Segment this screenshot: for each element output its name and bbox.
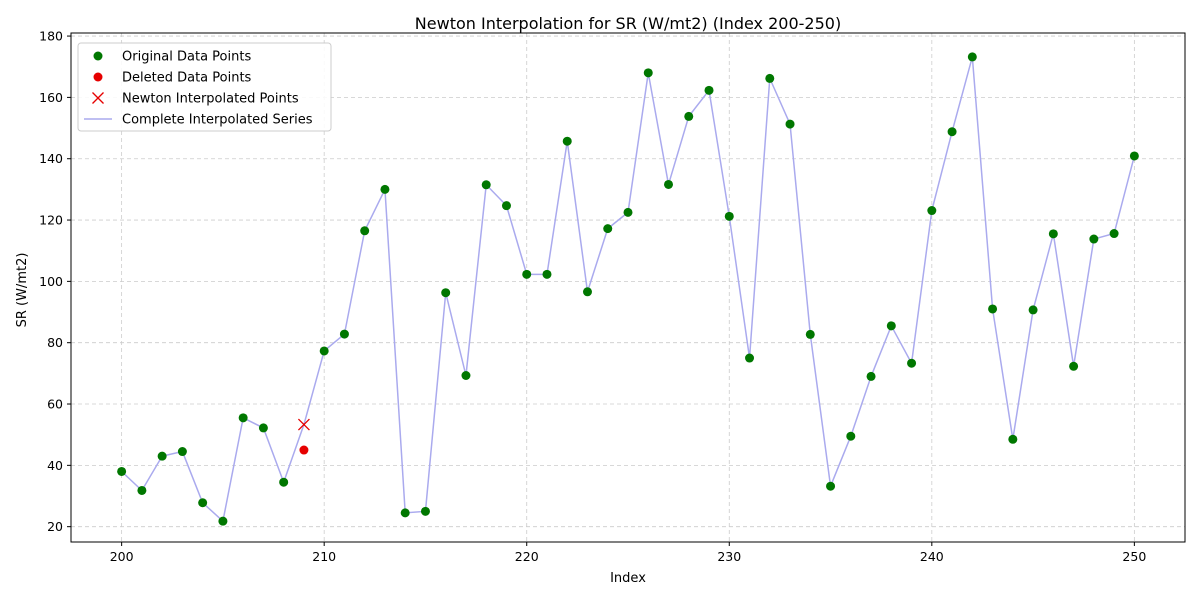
data-point-original (826, 481, 836, 491)
x-tick-label: 210 (312, 549, 336, 564)
data-point-original (947, 127, 957, 137)
data-point-original (1008, 434, 1018, 444)
data-point-original (866, 371, 876, 381)
data-point-original (177, 447, 187, 457)
data-point-original (745, 353, 755, 363)
data-point-original (664, 179, 674, 189)
x-tick-label: 230 (717, 549, 741, 564)
y-axis-label: SR (W/mt2) (15, 253, 30, 328)
legend-entry: Original Data Points (122, 50, 251, 65)
data-point-original (1109, 229, 1119, 239)
data-point-original (805, 329, 815, 339)
data-point-original (724, 211, 734, 221)
data-point-original (684, 111, 694, 121)
data-point-original (623, 207, 633, 217)
data-point-original (603, 224, 613, 234)
data-point-original (441, 288, 451, 298)
data-point-original (1089, 234, 1099, 244)
data-point-original (582, 287, 592, 297)
data-point-original (522, 269, 532, 279)
y-tick-label: 160 (39, 90, 63, 105)
data-point-original (481, 180, 491, 190)
data-point-deleted (299, 445, 309, 455)
data-point-original (785, 119, 795, 129)
x-marker-stroke (92, 92, 104, 104)
y-tick-label: 80 (47, 335, 63, 350)
data-point-original (258, 423, 268, 433)
data-point-original (643, 68, 653, 78)
data-point-original (380, 184, 390, 194)
data-point-original (157, 451, 167, 461)
data-point-original (461, 371, 471, 381)
legend-marker (92, 92, 104, 104)
y-tick-label: 100 (39, 274, 63, 289)
data-point-original (988, 304, 998, 314)
data-point-original (704, 85, 714, 95)
data-point-original (400, 508, 410, 518)
axis-ticks: 200 210 220 230 240 250 20 40 60 80 100 120 140 160 18… (39, 29, 1146, 564)
marker-layer (117, 52, 1139, 526)
data-point-original (1028, 305, 1038, 315)
data-point-original (319, 346, 329, 356)
y-tick-label: 140 (39, 151, 63, 166)
y-tick-label: 60 (47, 397, 63, 412)
data-point-original (1129, 151, 1139, 161)
data-point-original (562, 136, 572, 146)
x-axis-label: Index (610, 571, 646, 586)
data-point-original (420, 506, 430, 516)
data-point-original (907, 358, 917, 368)
data-point-original (1069, 361, 1079, 371)
data-point-original (117, 466, 127, 476)
legend-entry: Complete Interpolated Series (122, 113, 313, 128)
grid (71, 33, 1185, 542)
x-tick-label: 220 (515, 549, 539, 564)
data-point-original (967, 52, 977, 62)
data-point-original (1048, 229, 1058, 239)
data-point-original (360, 226, 370, 236)
data-point-original (339, 329, 349, 339)
y-tick-label: 20 (47, 519, 63, 534)
data-point-original (501, 201, 511, 211)
legend-marker (93, 72, 103, 82)
data-point-original (765, 73, 775, 83)
data-point-original (886, 321, 896, 331)
legend-box (77, 42, 332, 132)
y-tick-label: 40 (47, 458, 63, 473)
data-point-original (846, 431, 856, 441)
data-point-original (542, 269, 552, 279)
x-marker-stroke (297, 418, 310, 431)
legend-entry: Newton Interpolated Points (122, 92, 299, 107)
data-point-original (927, 206, 937, 216)
chart-title: Newton Interpolation for SR (W/mt2) (Ind… (415, 14, 841, 33)
legend: Original Data Points Deleted Data Points N… (77, 42, 332, 132)
y-tick-label: 180 (39, 29, 63, 44)
x-tick-label: 200 (110, 549, 134, 564)
y-tick-label: 120 (39, 213, 63, 228)
data-point-original (279, 477, 289, 487)
data-point-newton-interpolated (297, 418, 310, 431)
legend-entry: Deleted Data Points (122, 71, 252, 86)
data-point-original (218, 516, 228, 526)
data-point-original (238, 413, 248, 423)
x-tick-label: 240 (920, 549, 944, 564)
plot-frame (70, 32, 1186, 543)
legend-marker (93, 51, 103, 61)
data-point-original (137, 485, 147, 495)
x-tick-label: 250 (1122, 549, 1146, 564)
data-point-original (198, 498, 208, 508)
